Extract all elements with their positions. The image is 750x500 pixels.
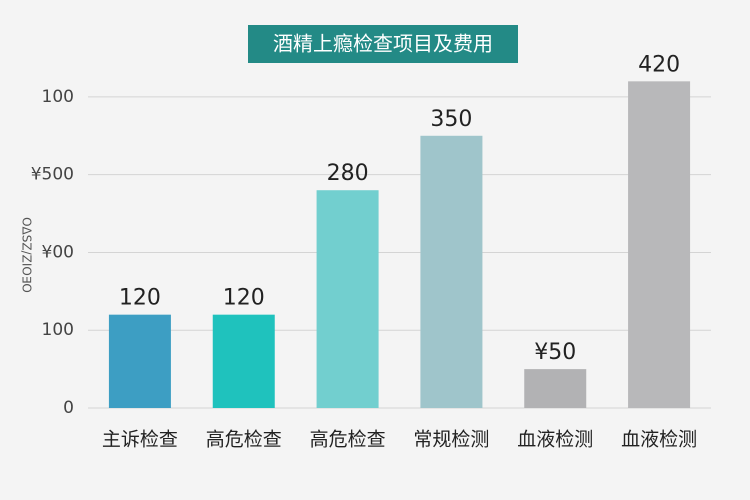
bar (212, 314, 275, 408)
y-tick-label: 100 (42, 87, 74, 107)
bar (420, 135, 483, 408)
y-axis-label: OΔSZ/ZIO∃O (20, 217, 34, 293)
x-tick-label: 血液检测 (621, 429, 697, 451)
bar (108, 314, 171, 408)
bar (628, 81, 691, 408)
value-label: ¥50 (534, 340, 576, 365)
value-label: 280 (327, 161, 369, 186)
chart-title: 酒精上瘾检查项目及费用 (273, 32, 493, 56)
y-tick-label: 0 (63, 398, 74, 418)
y-tick-label: ¥00 (42, 242, 74, 262)
y-tick-label: ¥500 (31, 165, 74, 185)
x-tick-label: 高危检查 (310, 429, 386, 451)
x-tick-label: 血液检测 (517, 429, 593, 451)
x-tick-label: 常规检测 (413, 429, 489, 451)
title-box (248, 25, 518, 63)
value-label: 420 (638, 52, 680, 77)
bar (316, 190, 379, 408)
bar (524, 369, 587, 408)
value-label: 120 (119, 286, 161, 311)
x-tick-label: 高危检查 (206, 429, 282, 451)
x-tick-label: 主诉检查 (102, 429, 178, 451)
value-label: 350 (430, 107, 472, 132)
y-tick-label: 100 (42, 320, 74, 340)
value-label: 120 (223, 286, 265, 311)
